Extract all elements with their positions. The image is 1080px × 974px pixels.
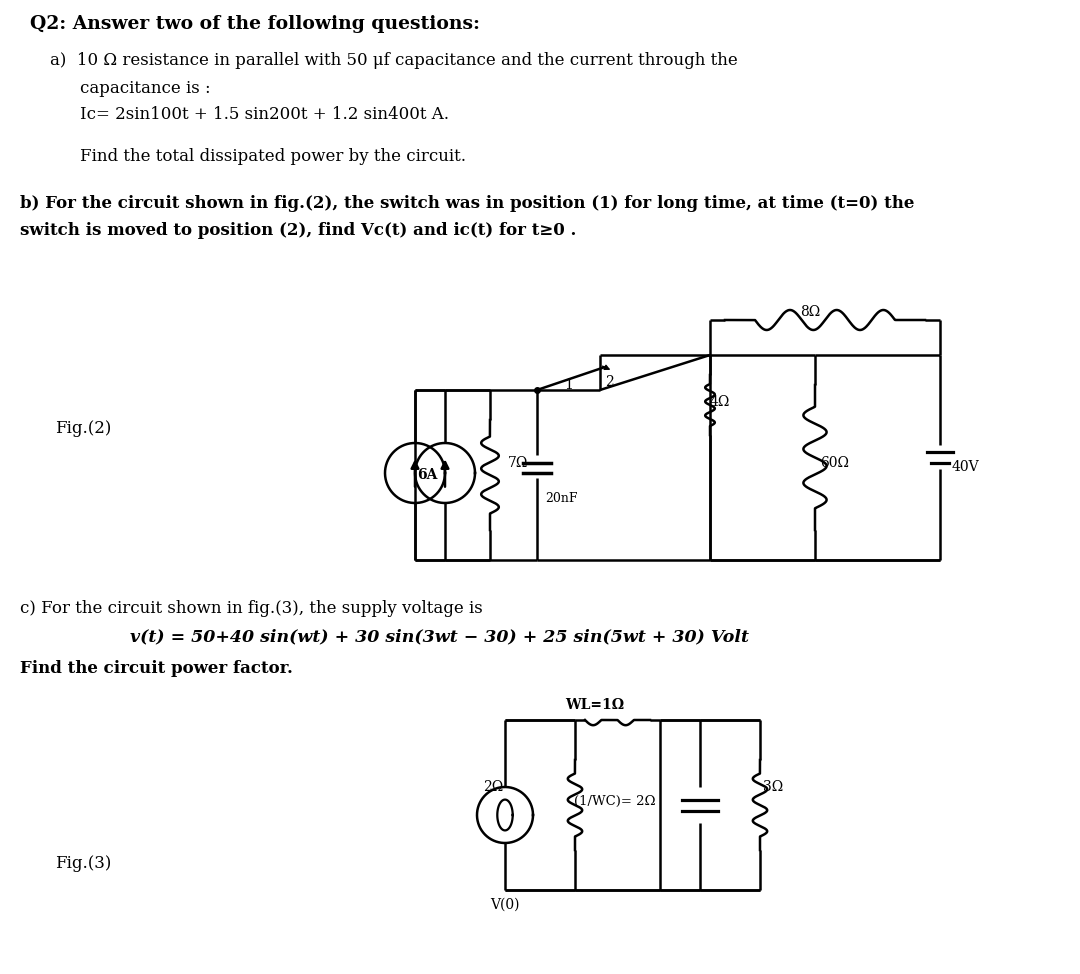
Text: WL=1Ω: WL=1Ω — [566, 698, 624, 712]
Text: a)  10 Ω resistance in parallel with 50 μf capacitance and the current through t: a) 10 Ω resistance in parallel with 50 μ… — [50, 52, 738, 69]
Text: c) For the circuit shown in fig.(3), the supply voltage is: c) For the circuit shown in fig.(3), the… — [21, 600, 483, 617]
Text: Fig.(3): Fig.(3) — [55, 855, 111, 872]
Text: v(t) = 50+40 sin(wt) + 30 sin(3wt − 30) + 25 sin(5wt + 30) Volt: v(t) = 50+40 sin(wt) + 30 sin(3wt − 30) … — [130, 628, 750, 645]
Text: 6A: 6A — [418, 468, 438, 482]
Text: Find the circuit power factor.: Find the circuit power factor. — [21, 660, 293, 677]
Text: Fig.(2): Fig.(2) — [55, 420, 111, 437]
Text: Ic= 2sin100t + 1.5 sin200t + 1.2 sin400t A.: Ic= 2sin100t + 1.5 sin200t + 1.2 sin400t… — [80, 106, 449, 123]
Text: Q2: Answer two of the following questions:: Q2: Answer two of the following question… — [30, 15, 480, 33]
Text: 1: 1 — [564, 378, 572, 392]
Text: 2: 2 — [605, 375, 613, 389]
Text: 3Ω: 3Ω — [762, 780, 783, 794]
Text: Find the total dissipated power by the circuit.: Find the total dissipated power by the c… — [80, 148, 465, 165]
Text: 8Ω: 8Ω — [800, 305, 820, 319]
Text: 20nF: 20nF — [545, 492, 578, 505]
Text: (1/WC)= 2Ω: (1/WC)= 2Ω — [575, 795, 656, 808]
Text: b) For the circuit shown in fig.(2), the switch was in position (1) for long tim: b) For the circuit shown in fig.(2), the… — [21, 195, 915, 212]
Text: V(0): V(0) — [490, 898, 519, 912]
Text: switch is moved to position (2), find Vc(t) and ic(t) for t≥0 .: switch is moved to position (2), find Vc… — [21, 222, 577, 239]
Text: 60Ω: 60Ω — [820, 456, 849, 470]
Text: 2Ω: 2Ω — [483, 780, 503, 794]
Text: 7Ω: 7Ω — [508, 456, 528, 470]
Text: capacitance is :: capacitance is : — [80, 80, 211, 97]
Text: 40V: 40V — [951, 460, 980, 474]
Text: 4Ω: 4Ω — [710, 395, 730, 409]
